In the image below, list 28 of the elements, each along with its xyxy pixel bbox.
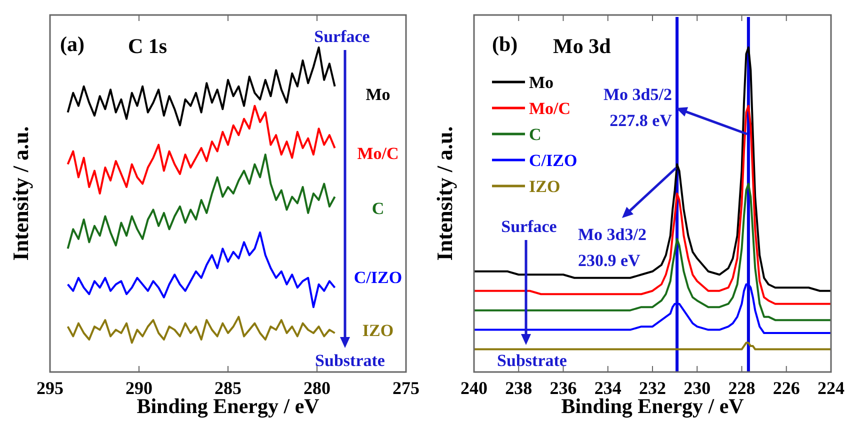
x-tick-label: 238 (505, 378, 532, 398)
series-label: C/IZO (354, 268, 402, 287)
series-label: Mo/C (357, 144, 399, 163)
annotation: Mo 3d5/2 227.8 eV (604, 85, 673, 130)
x-tick-label: 275 (392, 378, 420, 398)
annotation: Substrate (315, 351, 386, 370)
chart-title: (b) (492, 32, 518, 56)
y-axis-title: Intensity / a.u. (432, 126, 457, 261)
legend-label: Mo (529, 73, 554, 92)
text: C (372, 198, 384, 218)
chart-subtitle: C 1s (128, 34, 168, 58)
chart-subtitle: Mo 3d (553, 34, 612, 58)
chart-title: (a) (60, 32, 84, 56)
legend-label: C/IZO (529, 151, 578, 170)
legend-label: Mo/C (529, 99, 571, 118)
x-tick-label: 240 (460, 378, 488, 398)
x-tick-label: 226 (772, 378, 800, 398)
annotation: Mo 3d3/2 230.9 eV (578, 225, 646, 270)
annotation: Substrate (497, 351, 568, 370)
text: Surface (314, 27, 370, 46)
x-tick-label: 295 (36, 378, 64, 398)
series-label: Mo (366, 85, 390, 104)
annotation: Surface (501, 217, 558, 236)
x-tick-label: 224 (818, 378, 844, 398)
y-axis-title: Intensity / a.u. (8, 126, 33, 261)
series-label: IZO (362, 321, 394, 340)
legend-label: C (529, 125, 542, 144)
legend-label: IZO (529, 177, 560, 196)
